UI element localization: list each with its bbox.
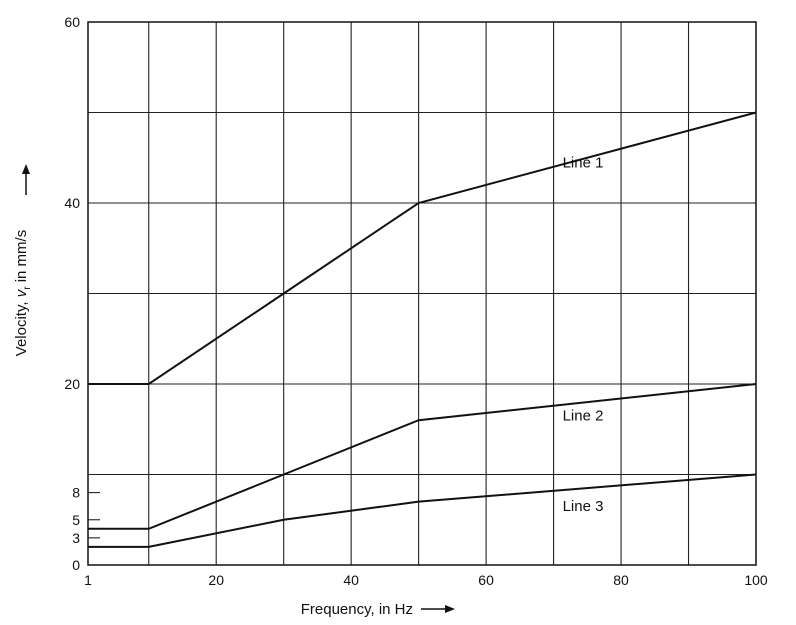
y-tick-label: 40: [64, 195, 80, 211]
y-axis-label-prefix: Velocity,: [13, 297, 30, 356]
x-axis-label: Frequency, in Hz: [301, 601, 413, 618]
y-axis-label: Velocity, vr in mm/s: [13, 230, 33, 356]
series-line-3: [88, 473, 757, 548]
y-tick-labels: 0 3 5 8 20 40 60: [64, 14, 80, 573]
series-label-2: Line 2: [563, 408, 604, 425]
y-axis-label-subscript: r: [22, 286, 33, 290]
y-axis-arrow-icon: [22, 164, 30, 195]
plot-frame: [87, 21, 757, 566]
series-label-3: Line 3: [563, 498, 604, 515]
series-line-2: [88, 383, 757, 530]
y-axis-label-symbol: v: [13, 288, 30, 297]
x-tick-label: 20: [208, 572, 224, 588]
x-tick-label: 60: [478, 572, 494, 588]
x-tick-label: 40: [343, 572, 359, 588]
y-tick-label: 60: [64, 14, 80, 30]
y-tick-label: 20: [64, 376, 80, 392]
y-tick-label: 8: [72, 485, 80, 501]
x-axis-arrow-icon: [421, 605, 455, 613]
y-tick-label: 0: [72, 557, 80, 573]
x-tick-label: 1: [84, 572, 92, 588]
x-tick-labels: 1 20 40 60 80 100: [84, 572, 768, 588]
x-tick-label: 100: [744, 572, 768, 588]
x-tick-label: 80: [613, 572, 629, 588]
y-tick-label: 3: [72, 530, 80, 546]
y-axis-label-unit: in mm/s: [13, 230, 30, 287]
series-line-1: [88, 111, 757, 385]
series-label-layer: Line 1 Line 2 Line 3: [563, 154, 604, 515]
y-tick-label: 5: [72, 512, 80, 528]
series-layer: [88, 111, 757, 548]
series-label-1: Line 1: [563, 154, 604, 171]
